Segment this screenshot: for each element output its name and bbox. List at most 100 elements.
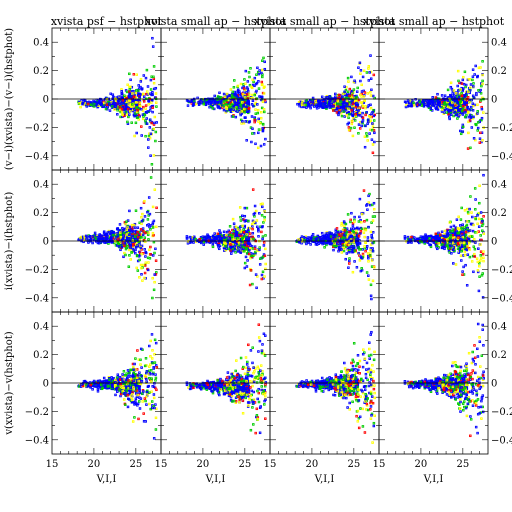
data-point-r1-c4-527 (471, 102, 475, 105)
data-point-r1-c2-622 (263, 67, 267, 71)
data-point-r1-c1-647 (135, 107, 138, 110)
data-point-r1-c4-595 (471, 78, 474, 82)
data-point-r1-c2-141 (234, 109, 238, 113)
data-point-r1-c2-507 (262, 86, 266, 89)
data-point-r1-c2-623 (253, 118, 256, 122)
data-point-r1-c2-522 (234, 115, 238, 119)
data-point-r2-c1-611 (127, 265, 131, 268)
data-point-r1-c2-665 (224, 103, 228, 106)
data-point-r2-c3-679 (348, 257, 351, 260)
data-point-r1-c3-444 (369, 77, 373, 80)
data-point-r2-c3-448 (361, 248, 364, 251)
data-point-r1-c1-479 (120, 110, 124, 114)
data-point-r1-c1-565 (134, 91, 138, 95)
data-point-r2-c1-443 (134, 209, 138, 212)
data-point-r1-c3-584 (346, 122, 349, 126)
data-point-r2-c3-599 (355, 266, 359, 269)
data-point-r2-c2-515 (243, 224, 247, 228)
data-point-r1-c4-145 (443, 94, 447, 97)
data-point-r2-c3-538 (349, 218, 352, 222)
data-point-r1-c1-566 (151, 106, 154, 109)
data-point-r2-c1-469 (152, 288, 156, 292)
data-point-r1-c2-466 (260, 71, 263, 75)
data-point-r1-c2-624 (264, 137, 267, 141)
data-point-r1-c4-153 (436, 92, 439, 96)
data-point-r1-c3-652 (350, 75, 353, 79)
data-point-r2-c1-594 (147, 223, 150, 226)
data-point-r1-c2-417 (207, 100, 211, 103)
data-point-r1-c1-653 (128, 88, 132, 91)
data-point-r1-c4-444 (471, 94, 475, 98)
data-point-r1-c1-343 (120, 92, 124, 96)
data-point-r1-c2-598 (244, 120, 247, 123)
data-point-r1-c4-566 (478, 137, 482, 140)
data-point-r1-c3-633 (361, 111, 364, 115)
data-point-r2-c2-104 (222, 230, 226, 234)
data-point-r1-c1-396 (95, 103, 99, 106)
data-point-r1-c2-407 (216, 95, 220, 98)
data-point-r1-c2-585 (223, 95, 227, 99)
data-point-r2-c3-571 (340, 221, 344, 225)
data-point-r1-c4-170 (404, 105, 408, 109)
data-point-r2-c2-648 (255, 286, 258, 290)
data-point-r1-c1-525 (154, 139, 157, 143)
data-point-r1-c1-654 (118, 106, 122, 109)
data-point-r1-c1-602 (146, 85, 150, 88)
data-point-r2-c4-85 (443, 247, 446, 251)
data-point-r1-c1-506 (154, 130, 158, 134)
data-point-r2-c3-537 (367, 274, 370, 277)
data-point-r2-c3-344 (334, 230, 338, 233)
data-point-r1-c1-416 (103, 101, 106, 105)
data-point-r1-c4-338 (421, 100, 424, 104)
data-point-r1-c1-672 (121, 113, 124, 116)
data-point-r2-c2-631 (245, 265, 249, 268)
data-point-r1-c2-670 (260, 110, 263, 114)
data-point-r1-c2-619 (246, 99, 250, 102)
data-point-r2-c1-513 (140, 215, 143, 219)
data-point-r2-c2-632 (263, 254, 267, 258)
data-point-r2-c1-433 (151, 205, 155, 209)
data-point-r1-c1-626 (121, 99, 125, 102)
data-point-r1-c1-632 (138, 101, 142, 104)
data-point-r1-c1-535 (147, 134, 151, 138)
data-point-r1-c3-375 (320, 95, 324, 99)
data-point-r1-c4-463 (470, 126, 474, 129)
data-point-r1-c4-470 (473, 73, 476, 76)
data-point-r1-c2-574 (262, 56, 265, 60)
data-point-r2-c3-657 (359, 229, 363, 233)
data-point-r1-c3-523 (347, 80, 350, 83)
data-point-r2-c1-541 (134, 251, 137, 255)
data-point-r1-c4-656 (463, 70, 467, 74)
data-point-r1-c4-506 (459, 132, 463, 136)
data-point-r2-c1-508 (146, 218, 150, 221)
data-point-r2-c2-541 (228, 225, 232, 228)
data-point-r2-c3-525 (340, 224, 343, 227)
data-point-r2-c3-491 (364, 249, 367, 253)
data-point-r1-c4-478 (468, 113, 472, 117)
data-point-r1-c1-670 (135, 131, 138, 135)
data-point-r1-c2-620 (235, 106, 239, 109)
data-point-r1-c2-372 (202, 102, 206, 106)
data-point-r1-c1-92 (116, 113, 119, 116)
data-point-r1-c1-532 (151, 110, 154, 114)
data-point-r1-c2-664 (249, 67, 252, 70)
data-point-r1-c1-522 (149, 78, 153, 82)
data-point-r2-c2-494 (251, 225, 254, 228)
data-point-r1-c1-495 (148, 109, 152, 112)
data-point-r1-c4-644 (467, 107, 470, 111)
data-point-r2-c3-473 (367, 256, 370, 260)
data-point-r2-c1-557 (152, 240, 156, 244)
data-point-r1-c2-421 (256, 108, 260, 112)
data-point-r1-c1-600 (142, 95, 146, 98)
data-point-r1-c1-609 (149, 132, 153, 136)
data-point-r1-c1-487 (148, 126, 152, 129)
data-point-r1-c1-406 (86, 102, 90, 106)
data-point-r2-c1-152 (87, 241, 90, 244)
data-point-r1-c3-357 (309, 106, 312, 110)
data-point-r1-c2-241 (218, 91, 221, 95)
data-point-r2-c1-660 (149, 245, 152, 249)
data-point-r2-c3-495 (358, 215, 361, 219)
data-point-r1-c1-412 (110, 105, 114, 108)
data-point-r2-c2-664 (228, 231, 232, 234)
data-point-r2-c1-268 (91, 241, 94, 245)
